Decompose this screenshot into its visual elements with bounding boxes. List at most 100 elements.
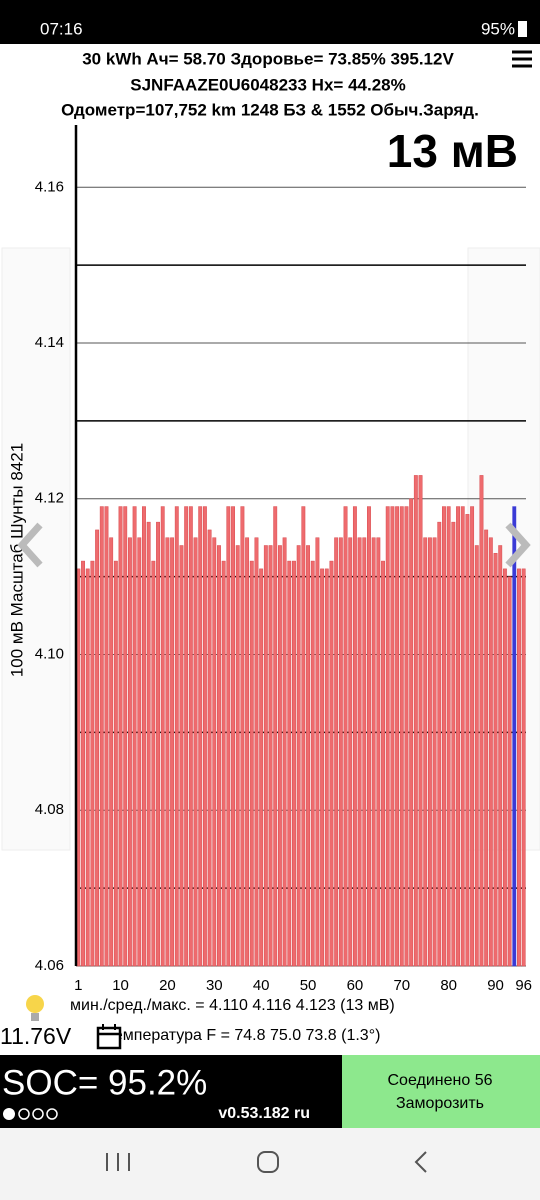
- bar: [146, 521, 151, 967]
- bar: [156, 521, 160, 967]
- y-tick-label: 4.16: [35, 178, 64, 195]
- bar: [348, 537, 353, 967]
- bar: [512, 506, 517, 967]
- battery-icon: [518, 21, 527, 37]
- bar: [367, 506, 371, 967]
- bar: [268, 545, 273, 967]
- bulb-icon[interactable]: [26, 995, 44, 1021]
- y-tick-label: 4.14: [35, 334, 64, 351]
- bar: [324, 568, 329, 967]
- bar: [99, 506, 104, 967]
- bar: [320, 568, 325, 967]
- bar: [292, 560, 296, 967]
- header-line: Одометр=107,752 km 1248 БЗ & 1552 Обыч.З…: [61, 100, 479, 119]
- bar: [142, 506, 146, 967]
- bar: [151, 560, 156, 967]
- header-line: SJNFAAZE0U6048233 Hx= 44.28%: [130, 75, 405, 94]
- bar: [217, 545, 221, 967]
- bar: [90, 560, 95, 967]
- bar: [221, 560, 226, 967]
- bar: [123, 506, 128, 967]
- menu-icon[interactable]: [512, 50, 532, 68]
- bar: [315, 537, 320, 967]
- bar: [277, 545, 282, 967]
- bar: [188, 506, 193, 967]
- bar: [432, 537, 437, 967]
- bar: [137, 537, 142, 967]
- temperature: Температура F = 74.8 75.0 73.8 (1.3°): [105, 1027, 380, 1044]
- x-tick-label: 20: [159, 977, 176, 994]
- connection: Соединено 56: [388, 1072, 493, 1089]
- bar: [95, 529, 100, 967]
- aux-voltage: 11.76V: [0, 1023, 72, 1049]
- bar: [362, 537, 367, 967]
- nav-bar: [0, 1128, 540, 1200]
- bar: [399, 506, 404, 967]
- bar: [409, 498, 414, 967]
- stats: мин./сред./макс. = 4.110 4.116 4.123 (13…: [70, 997, 395, 1014]
- bar: [235, 545, 240, 967]
- bar: [273, 506, 278, 967]
- y-tick-label: 4.06: [35, 957, 64, 974]
- bar: [113, 560, 118, 967]
- version: v0.53.182 ru: [218, 1105, 310, 1122]
- next-arrow[interactable]: [505, 522, 531, 568]
- bar: [263, 545, 268, 967]
- x-tick-label: 30: [206, 977, 223, 994]
- connect-button[interactable]: [342, 1055, 540, 1128]
- bar: [352, 506, 357, 967]
- bar: [184, 506, 189, 967]
- bar: [451, 521, 456, 967]
- bar: [254, 537, 259, 967]
- status-time: 07:16: [40, 19, 83, 38]
- bar: [198, 506, 203, 967]
- bar: [395, 506, 400, 967]
- bar: [474, 545, 479, 967]
- bar: [507, 576, 512, 967]
- bar: [212, 537, 217, 967]
- x-tick-label: 60: [347, 977, 364, 994]
- bar: [427, 537, 432, 967]
- back-button[interactable]: [414, 1151, 427, 1173]
- bar: [160, 506, 165, 967]
- x-tick-label: 70: [393, 977, 410, 994]
- bar: [306, 545, 310, 967]
- bar: [179, 545, 184, 967]
- x-tick-label: 1: [74, 977, 82, 994]
- x-tick-label: 10: [112, 977, 129, 994]
- bar: [334, 537, 339, 967]
- bar: [470, 506, 475, 967]
- bar: [418, 475, 423, 967]
- bar: [404, 506, 409, 967]
- bar: [109, 537, 114, 967]
- recents-button[interactable]: [106, 1153, 130, 1171]
- y-tick-label: 4.08: [35, 801, 64, 818]
- bar: [357, 537, 362, 967]
- y-tick-label: 4.12: [35, 490, 64, 507]
- bar: [517, 568, 521, 967]
- header-line: 30 kWh Ач= 58.70 Здоровье= 73.85% 395.12…: [82, 49, 454, 68]
- bar: [81, 560, 85, 967]
- home-button[interactable]: [257, 1151, 279, 1173]
- bar: [456, 506, 460, 967]
- bar: [85, 568, 90, 967]
- bar: [479, 475, 484, 967]
- bar: [343, 506, 348, 967]
- status-bar: [0, 0, 540, 44]
- page-dots: [3, 1108, 58, 1120]
- bar: [381, 560, 385, 967]
- bar: [385, 506, 390, 967]
- bar: [488, 537, 493, 967]
- calendar-icon[interactable]: [96, 1024, 122, 1050]
- bar: [104, 506, 109, 967]
- bar: [493, 553, 498, 967]
- bar: [132, 506, 137, 967]
- bar: [442, 506, 446, 967]
- bar: [240, 506, 245, 967]
- bar: [174, 506, 179, 967]
- bar: [296, 545, 301, 967]
- x-tick-label: 80: [440, 977, 457, 994]
- freeze[interactable]: Заморозить: [396, 1095, 484, 1112]
- prev-arrow[interactable]: [17, 522, 43, 568]
